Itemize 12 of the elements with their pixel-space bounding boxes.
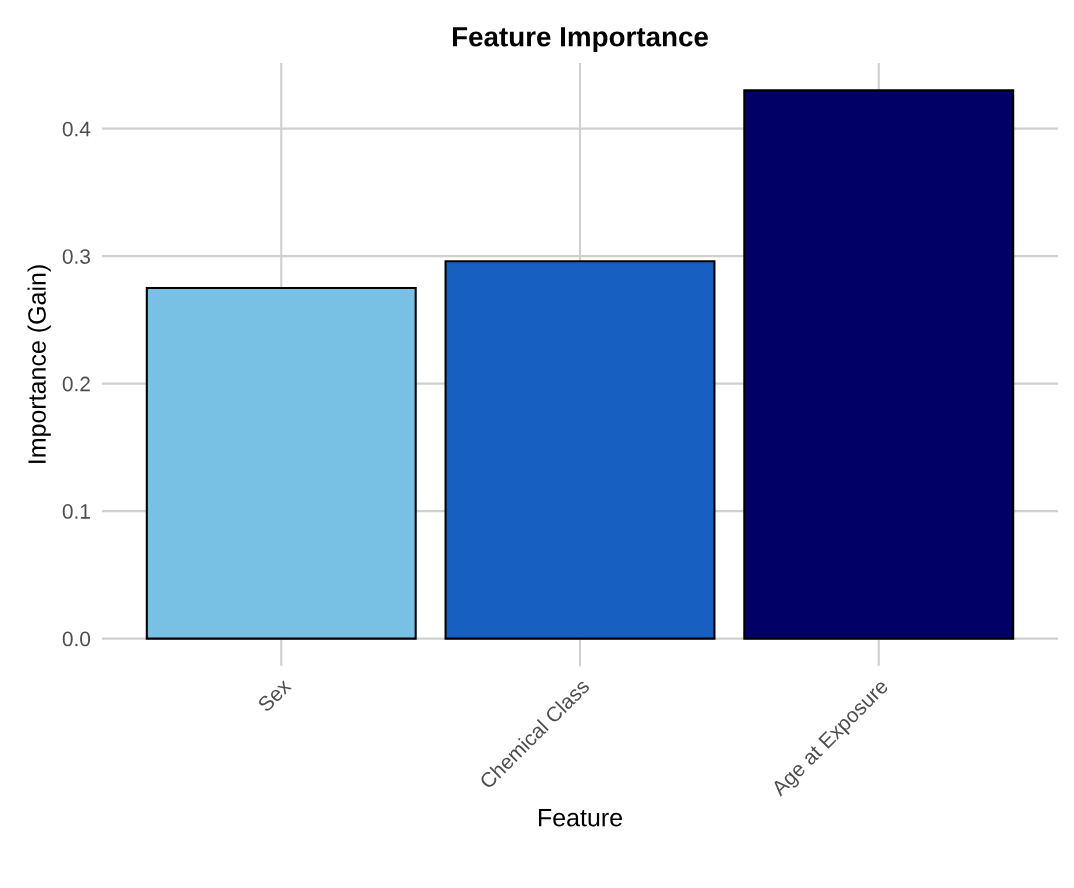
- chart-title: Feature Importance: [452, 27, 708, 53]
- y-tick-label: 0.0: [62, 631, 91, 647]
- y-tick-label: 0.2: [62, 376, 90, 392]
- y-tick-label: 0.3: [62, 249, 90, 264]
- bar: [743, 89, 1015, 640]
- bar: [145, 286, 417, 640]
- bar: [444, 260, 716, 640]
- y-tick-label: 0.4: [62, 121, 91, 137]
- y-axis-title: Importance (Gain): [27, 265, 51, 463]
- y-tick-label: 0.1: [62, 504, 90, 519]
- x-tick-label: Sex: [256, 677, 292, 713]
- x-axis-title: Feature: [538, 809, 622, 827]
